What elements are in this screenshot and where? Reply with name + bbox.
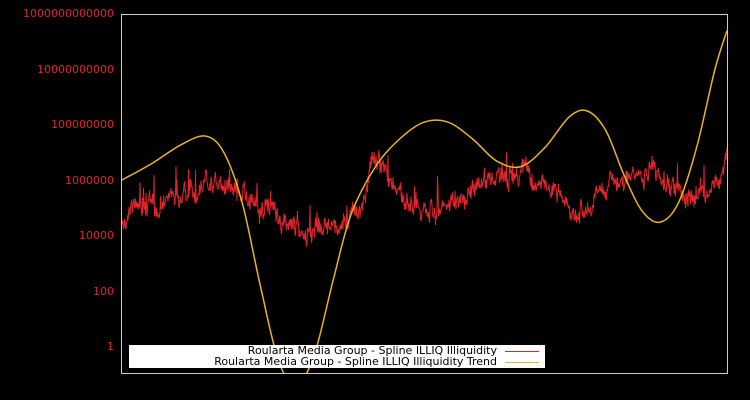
legend-item-trend: Roularta Media Group - Spline ILLIQ Illi… xyxy=(214,356,539,368)
y-tick-label: 100 xyxy=(93,284,114,298)
legend-label: Roularta Media Group - Spline ILLIQ Illi… xyxy=(247,344,497,357)
chart-legend: Roularta Media Group - Spline ILLIQ Illi… xyxy=(129,345,545,368)
legend-swatch-gold-line xyxy=(505,361,539,363)
plot-frame xyxy=(121,14,728,374)
illiquidity-line xyxy=(121,148,728,248)
y-tick-label: 1000000 xyxy=(65,173,114,187)
y-tick-label: 10000000000 xyxy=(37,62,114,76)
y-tick-label: 100000000 xyxy=(51,118,114,131)
plot-series xyxy=(121,30,728,374)
trend-line xyxy=(121,30,728,374)
y-tick-label: 1 xyxy=(107,340,114,353)
y-tick-label: 10000 xyxy=(79,229,114,242)
legend-label: Roularta Media Group - Spline ILLIQ Illi… xyxy=(214,355,497,368)
legend-item-illiquidity: Roularta Media Group - Spline ILLIQ Illi… xyxy=(248,345,539,357)
y-tick-label: 1000000000000 xyxy=(23,7,114,20)
legend-swatch-red-line xyxy=(505,350,539,352)
